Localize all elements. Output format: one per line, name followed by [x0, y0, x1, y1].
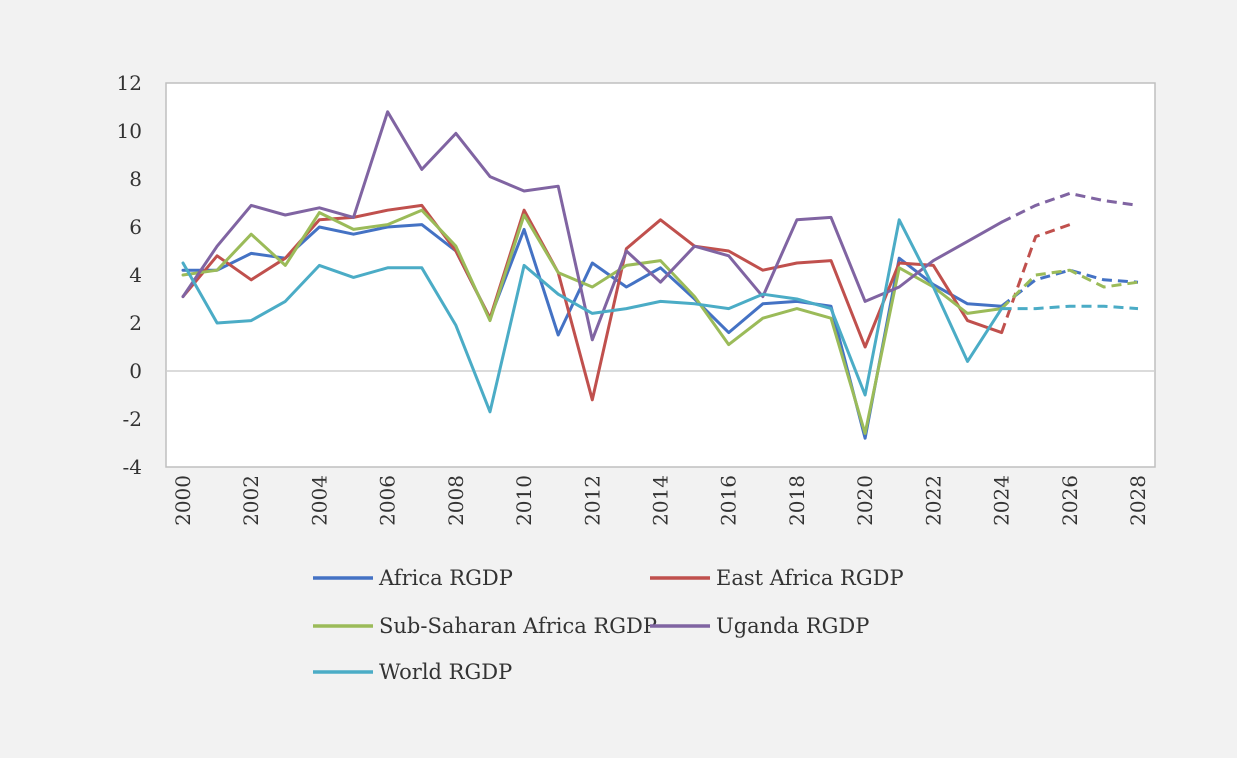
x-tick-label: 2022: [921, 475, 945, 526]
y-tick-label: 2: [129, 311, 142, 335]
legend: Africa RGDP East Africa RGDP Sub-Saharan A…: [313, 566, 904, 684]
x-tick-label: 2024: [990, 475, 1014, 526]
x-tick-label: 2026: [1058, 475, 1082, 526]
legend-label-0: Africa RGDP: [378, 566, 513, 590]
series-line-1: [181, 203, 1004, 402]
x-tick-label: 2006: [376, 475, 400, 526]
x-tick-label: 2012: [580, 475, 604, 526]
x-tick-label: 2028: [1126, 475, 1150, 526]
legend-label-1: East Africa RGDP: [716, 566, 904, 590]
series-forecast-line-4: [1001, 304, 1139, 311]
y-tick-label: 4: [129, 263, 142, 287]
series-line-0: [181, 223, 1004, 440]
x-tick-label: 2008: [444, 475, 468, 526]
x-tick-label: 2020: [853, 475, 877, 526]
y-tick-label: 6: [129, 215, 142, 239]
legend-label-2: Sub-Saharan Africa RGDP: [379, 614, 657, 638]
x-tick-label: 2000: [171, 475, 195, 526]
y-tick-label: -2: [123, 407, 142, 431]
y-tick-label: 0: [129, 359, 142, 383]
series-line-4: [181, 218, 1004, 414]
x-tick-label: 2002: [239, 475, 263, 526]
series-forecast-line-1: [1000, 223, 1071, 334]
x-tick-label: 2018: [785, 475, 809, 526]
y-tick-label: 10: [117, 119, 142, 143]
series-lines: [181, 110, 1139, 440]
series-forecast-line-2: [1000, 268, 1139, 310]
y-tick-label: 12: [117, 71, 142, 95]
y-axis-ticks: 12 10 8 6 4 2 0 -2 -4: [117, 71, 142, 479]
series-line-3: [181, 110, 1004, 342]
x-tick-label: 2004: [307, 475, 331, 526]
x-tick-label: 2016: [717, 475, 741, 526]
series-forecast-line-3: [1000, 191, 1139, 224]
y-tick-label: -4: [123, 455, 142, 479]
x-tick-label: 2014: [649, 475, 673, 526]
series-line-2: [181, 208, 1004, 435]
plot-area: [165, 82, 1156, 468]
x-axis-ticks: 2000 2002 2004 2006 2008 2010 2012 2014 2016 2018…: [171, 475, 1150, 526]
legend-label-3: Uganda RGDP: [716, 614, 869, 638]
x-tick-label: 2010: [512, 475, 536, 526]
legend-label-4: World RGDP: [379, 660, 512, 684]
y-tick-label: 8: [129, 167, 142, 191]
